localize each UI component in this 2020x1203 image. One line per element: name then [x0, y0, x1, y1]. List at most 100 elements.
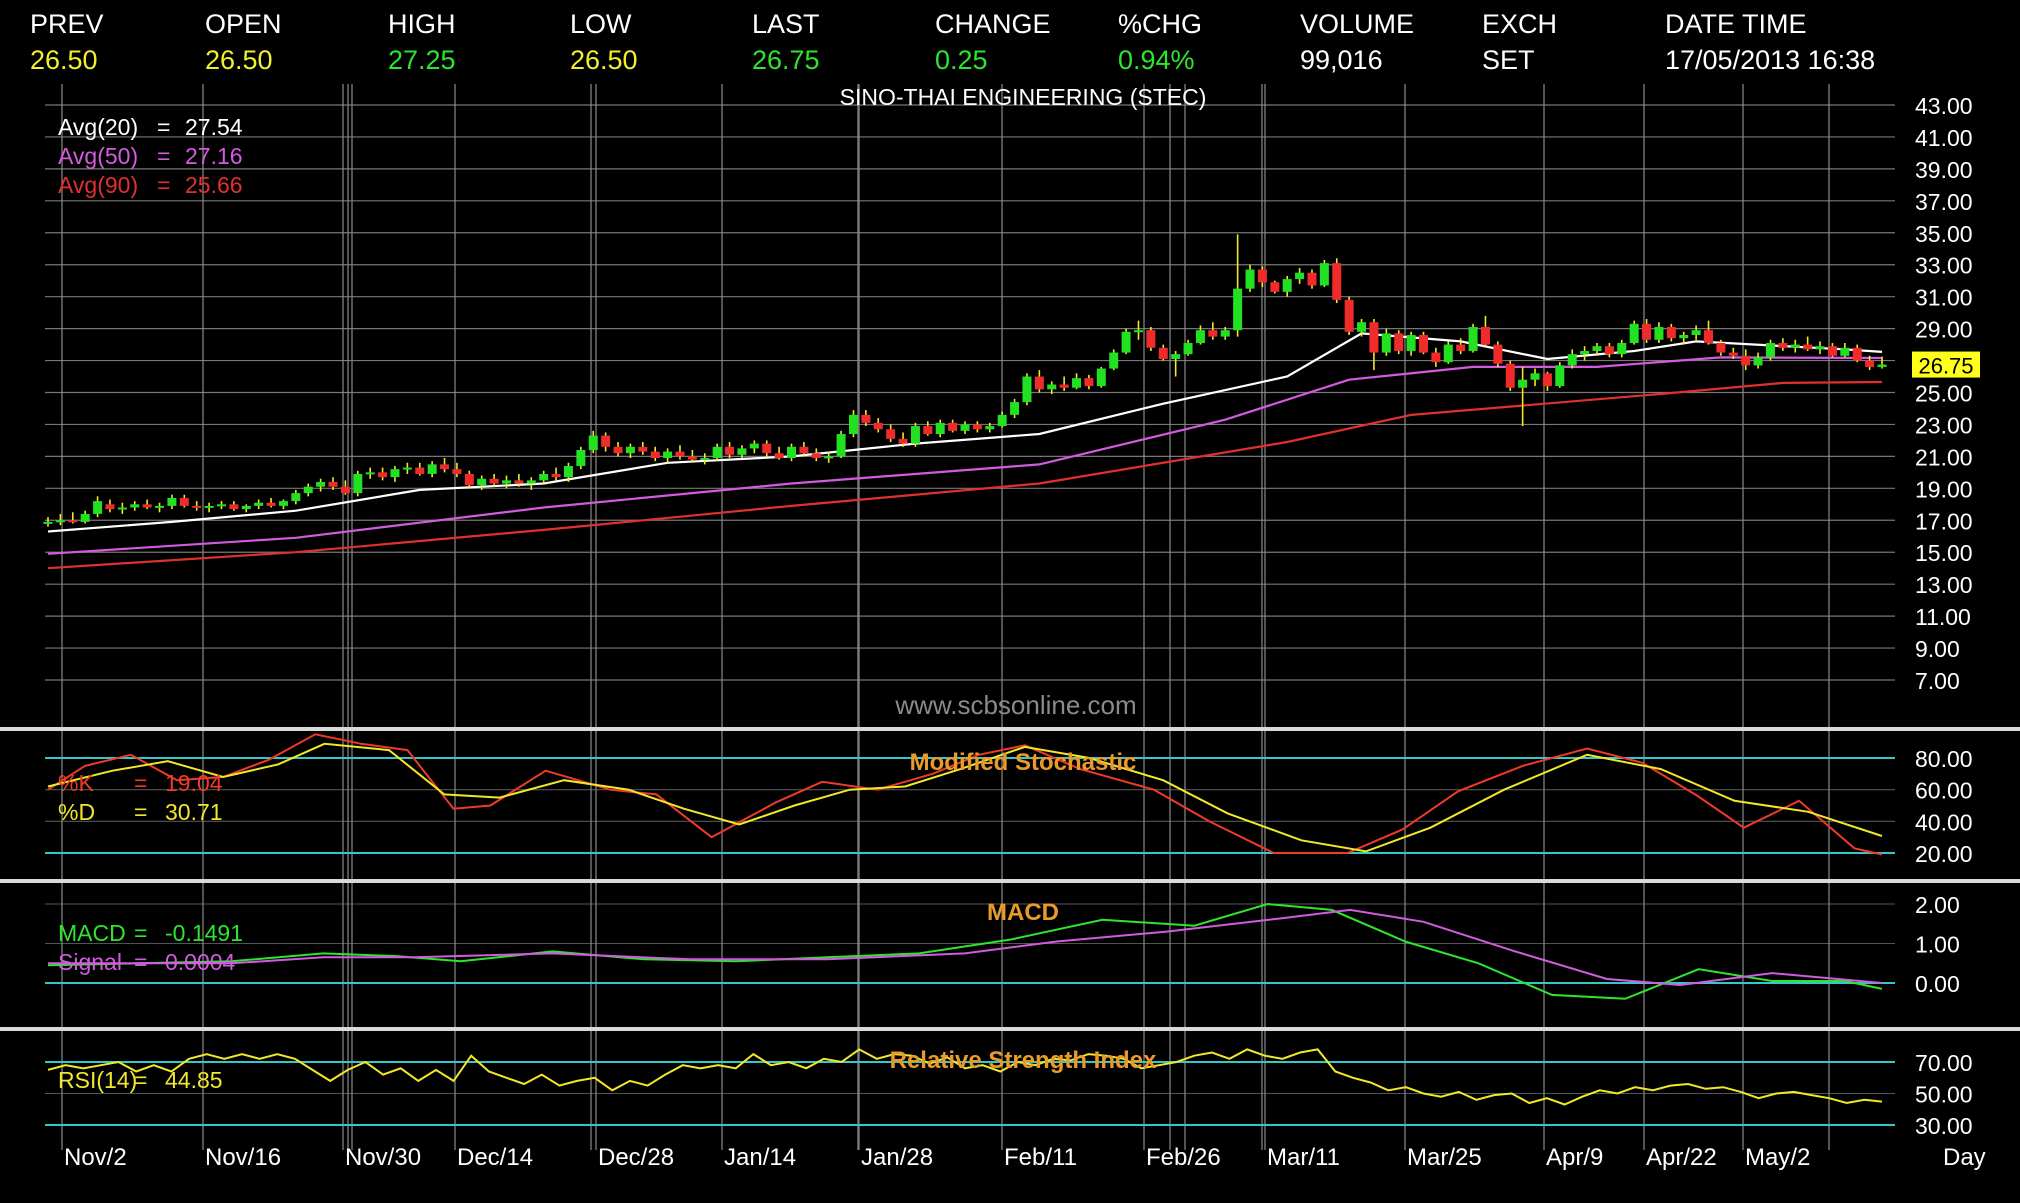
candlestick — [1010, 398, 1020, 419]
quote-field: LOW 26.50 — [570, 6, 638, 78]
candle-body — [787, 446, 797, 458]
legend-value: 44.85 — [165, 1067, 223, 1093]
candle-body — [1158, 347, 1168, 359]
quote-label: EXCH — [1482, 9, 1558, 39]
candle-body — [489, 478, 499, 484]
x-tick-label: Nov/2 — [64, 1144, 127, 1171]
candlestick — [440, 457, 450, 473]
candle-body — [576, 450, 586, 466]
candle-body — [216, 504, 226, 507]
candlestick — [1270, 280, 1280, 294]
candle-body — [1257, 269, 1267, 283]
y-tick-label: 50.00 — [1915, 1082, 1973, 1108]
y-tick-label: 60.00 — [1915, 778, 1973, 804]
candle-body — [1344, 299, 1354, 332]
candle-body — [650, 451, 660, 458]
candle-body — [601, 435, 611, 447]
candlestick — [526, 477, 536, 490]
quote-value: 26.75 — [752, 45, 820, 75]
candlestick — [192, 501, 202, 511]
candlestick — [1580, 346, 1590, 361]
candlestick — [601, 432, 611, 452]
quote-field: DATE TIME 17/05/2013 16:38 — [1665, 6, 1875, 78]
candle-body — [142, 504, 152, 508]
candlestick — [1666, 323, 1676, 342]
candlestick — [427, 461, 437, 478]
x-tick-label: Feb/11 — [1004, 1144, 1077, 1171]
candle-body — [1109, 352, 1119, 369]
candle-body — [1406, 335, 1416, 351]
quote-value: 0.25 — [935, 45, 988, 75]
panel-divider — [0, 879, 2020, 883]
moving-average-line — [47, 380, 1883, 570]
candlestick — [1109, 349, 1119, 371]
candlestick — [1146, 327, 1156, 351]
candle-body — [1121, 331, 1131, 353]
y-tick-label: 33.00 — [1915, 253, 1973, 279]
legend-label: Signal — [58, 949, 122, 975]
candle-body — [353, 473, 363, 494]
y-tick-label: 9.00 — [1915, 636, 1960, 662]
candlestick — [948, 419, 958, 433]
candle-body — [848, 414, 858, 435]
candlestick — [1220, 327, 1230, 340]
moving-average-line — [47, 332, 1883, 533]
panel-divider — [0, 1027, 2020, 1031]
y-tick-label: 7.00 — [1915, 668, 1960, 694]
candlestick — [452, 462, 462, 478]
indicator-line — [47, 742, 1883, 853]
panel-title: Modified Stochastic — [910, 749, 1137, 776]
candle-body — [873, 422, 883, 430]
candle-body — [1419, 335, 1428, 353]
candlestick — [514, 473, 524, 487]
candlestick — [811, 448, 821, 462]
candle-body — [1666, 327, 1676, 339]
candlestick — [477, 475, 487, 490]
legend-label: Avg(50) — [58, 143, 138, 169]
candlestick — [179, 494, 189, 508]
quote-value: 27.25 — [388, 45, 456, 75]
x-tick-label: Dec/14 — [457, 1144, 533, 1171]
candle-body — [824, 456, 834, 459]
candle-body — [1394, 333, 1404, 351]
candlestick — [1084, 374, 1094, 390]
candle-body — [1183, 342, 1193, 355]
candle-body — [1332, 263, 1342, 300]
candlestick — [216, 501, 226, 510]
x-tick-label: Jan/28 — [861, 1144, 933, 1171]
candlestick — [700, 453, 710, 465]
candlestick — [1827, 342, 1837, 358]
candlestick — [576, 446, 586, 470]
candlestick — [1171, 350, 1181, 377]
legend-equals: = — [157, 114, 170, 140]
candlestick — [774, 446, 784, 460]
quote-field: PREV 26.50 — [30, 6, 104, 78]
candlestick — [960, 421, 970, 435]
candle-body — [1716, 342, 1726, 353]
candle-body — [1282, 279, 1292, 292]
candlestick — [1381, 328, 1391, 356]
candlestick — [687, 450, 697, 463]
candlestick — [787, 443, 797, 462]
candlestick — [365, 467, 375, 479]
candle-body — [1059, 384, 1069, 388]
candle-body — [55, 520, 65, 523]
candlestick — [910, 422, 920, 447]
y-tick-label: 2.00 — [1915, 892, 1960, 918]
candlestick — [539, 470, 549, 484]
candle-body — [1381, 333, 1391, 353]
candle-body — [93, 501, 103, 514]
candlestick — [1022, 373, 1032, 406]
candlestick — [1158, 344, 1168, 361]
candlestick — [1233, 234, 1243, 337]
candlestick — [55, 513, 65, 526]
candlestick — [415, 462, 425, 476]
candle-body — [1245, 269, 1255, 289]
candle-body — [1604, 346, 1614, 355]
candle-body — [1580, 350, 1590, 355]
quote-value: 26.50 — [205, 45, 273, 75]
candle-body — [861, 414, 871, 423]
candle-body — [229, 504, 239, 510]
candle-body — [1803, 344, 1813, 350]
candle-body — [563, 465, 573, 478]
